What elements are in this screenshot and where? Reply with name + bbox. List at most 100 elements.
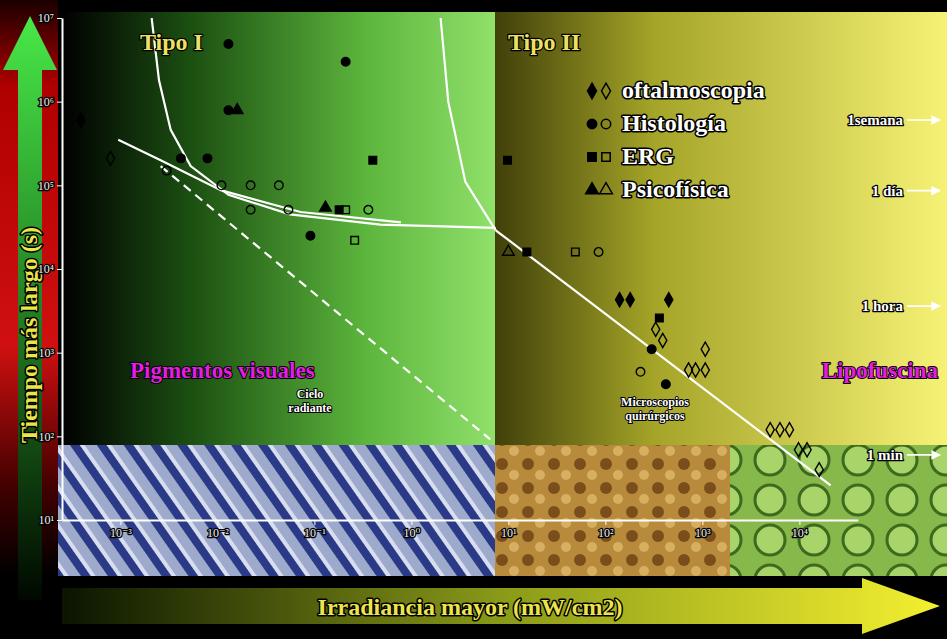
- legend-symbol: [588, 153, 596, 161]
- legend-label: oftalmoscopia: [622, 77, 765, 103]
- y-tick-label: 10⁵: [38, 179, 54, 193]
- time-mark-arrow: [907, 454, 940, 456]
- data-point: [662, 380, 671, 389]
- x-tick: 10⁻²: [207, 520, 229, 540]
- data-point: [246, 181, 255, 190]
- data-point: [701, 342, 709, 356]
- y-tick-label: 10¹: [38, 513, 54, 527]
- data-point: [803, 443, 811, 457]
- data-point: [504, 156, 512, 164]
- annotation: Microscopiosquirúrgicos: [621, 395, 689, 423]
- chart: Tiempo más largo (s)Irradiancia mayor (m…: [0, 0, 947, 639]
- legend-label: Psicofísica: [622, 176, 729, 202]
- panel-type-1: [62, 12, 495, 445]
- data-point: [162, 166, 171, 175]
- x-axis-title: Irradiancia mayor (mW/cm2): [318, 594, 623, 620]
- y-tick-label: 10⁷: [38, 11, 54, 25]
- data-point: [106, 151, 114, 165]
- legend-symbol: [588, 83, 597, 99]
- annotation: Cieloradiante: [288, 387, 332, 415]
- y-tick-mark: [57, 102, 62, 103]
- time-mark-arrow: [907, 190, 940, 192]
- data-point: [794, 443, 802, 457]
- threshold-line: [496, 230, 831, 485]
- x-tick-label: 10⁻³: [110, 526, 132, 540]
- legend-symbol: [600, 183, 613, 194]
- region-label: Tipo II: [508, 29, 580, 55]
- data-point: [224, 40, 233, 49]
- data-point: [369, 156, 377, 164]
- data-point: [572, 248, 580, 256]
- y-tick-mark: [57, 436, 62, 437]
- time-mark-arrow: [907, 119, 940, 121]
- x-tick-mark: [411, 520, 412, 525]
- x-axis-line: [63, 520, 859, 522]
- data-point: [351, 237, 359, 245]
- data-point: [636, 368, 645, 377]
- x-axis: 10⁻³ 10⁻² 10⁻¹ 10⁰ 10¹ 10² 10³ 10⁴: [63, 520, 859, 540]
- y-tick-mark: [57, 185, 62, 186]
- y-tick-label: 10⁴: [38, 262, 54, 276]
- data-point: [177, 154, 186, 163]
- threshold-line: [118, 140, 401, 223]
- x-tick-label: 10¹: [501, 526, 517, 540]
- time-mark-label: 1 día: [872, 183, 904, 199]
- y-tick-label: 10⁶: [38, 95, 54, 109]
- data-point: [275, 181, 284, 190]
- y-axis: 10¹ 10² 10³ 10⁴ 10⁵ 10⁶ 10⁷: [38, 11, 63, 527]
- y-tick: 10²: [38, 430, 62, 444]
- y-tick: 10⁶: [38, 95, 62, 109]
- panel-type-2: [495, 12, 947, 445]
- y-tick: 10³: [38, 346, 62, 360]
- data-point: [203, 154, 212, 163]
- time-mark-label: 1 min: [867, 447, 904, 463]
- x-tick-mark: [508, 520, 509, 525]
- legend-symbol: [601, 119, 610, 128]
- legend-symbol: [602, 153, 610, 161]
- data-point: [665, 293, 673, 307]
- y-tick-mark: [57, 269, 62, 270]
- data-point: [523, 248, 531, 256]
- data-point: [659, 333, 667, 347]
- data-point: [77, 113, 85, 127]
- threshold-line: [441, 18, 496, 230]
- data-point: [217, 181, 226, 190]
- data-point: [341, 57, 350, 66]
- legend-label: ERG: [622, 143, 674, 169]
- x-tick-label: 10⁰: [403, 526, 420, 540]
- mechanism-label: Pigmentos visuales: [130, 358, 315, 383]
- y-tick-mark: [57, 18, 62, 19]
- data-point: [776, 423, 784, 437]
- x-tick-label: 10²: [598, 526, 614, 540]
- x-tick-label: 10³: [695, 526, 711, 540]
- time-mark-label: 1semana: [847, 112, 903, 128]
- data-point: [701, 363, 709, 377]
- x-tick-label: 10⁴: [792, 526, 808, 540]
- data-point: [766, 423, 774, 437]
- data-point: [626, 293, 634, 307]
- legend-label: Histología: [622, 110, 726, 136]
- y-tick-mark: [57, 353, 62, 354]
- legend-symbol: [586, 183, 599, 194]
- arrow-vertical: [3, 16, 57, 600]
- y-tick: 10⁴: [38, 262, 62, 276]
- legend-symbol: [587, 119, 596, 128]
- mechanism-label: Lipofuscina: [822, 358, 939, 383]
- data-point: [691, 363, 699, 377]
- x-tick-mark: [702, 520, 703, 525]
- data-point: [785, 423, 793, 437]
- x-tick-mark: [217, 520, 218, 525]
- y-tick-mark: [57, 520, 62, 521]
- y-tick: 10¹: [38, 513, 62, 527]
- data-point: [647, 345, 656, 354]
- x-tick: 10¹: [501, 520, 517, 540]
- data-point: [656, 314, 664, 322]
- data-point: [342, 206, 350, 214]
- x-tick-mark: [799, 520, 800, 525]
- x-tick-mark: [120, 520, 121, 525]
- x-tick: 10⁻¹: [304, 520, 326, 540]
- x-tick: 10⁰: [403, 520, 420, 540]
- x-tick-mark: [605, 520, 606, 525]
- x-tick: 10⁻³: [110, 520, 132, 540]
- data-point: [284, 206, 293, 215]
